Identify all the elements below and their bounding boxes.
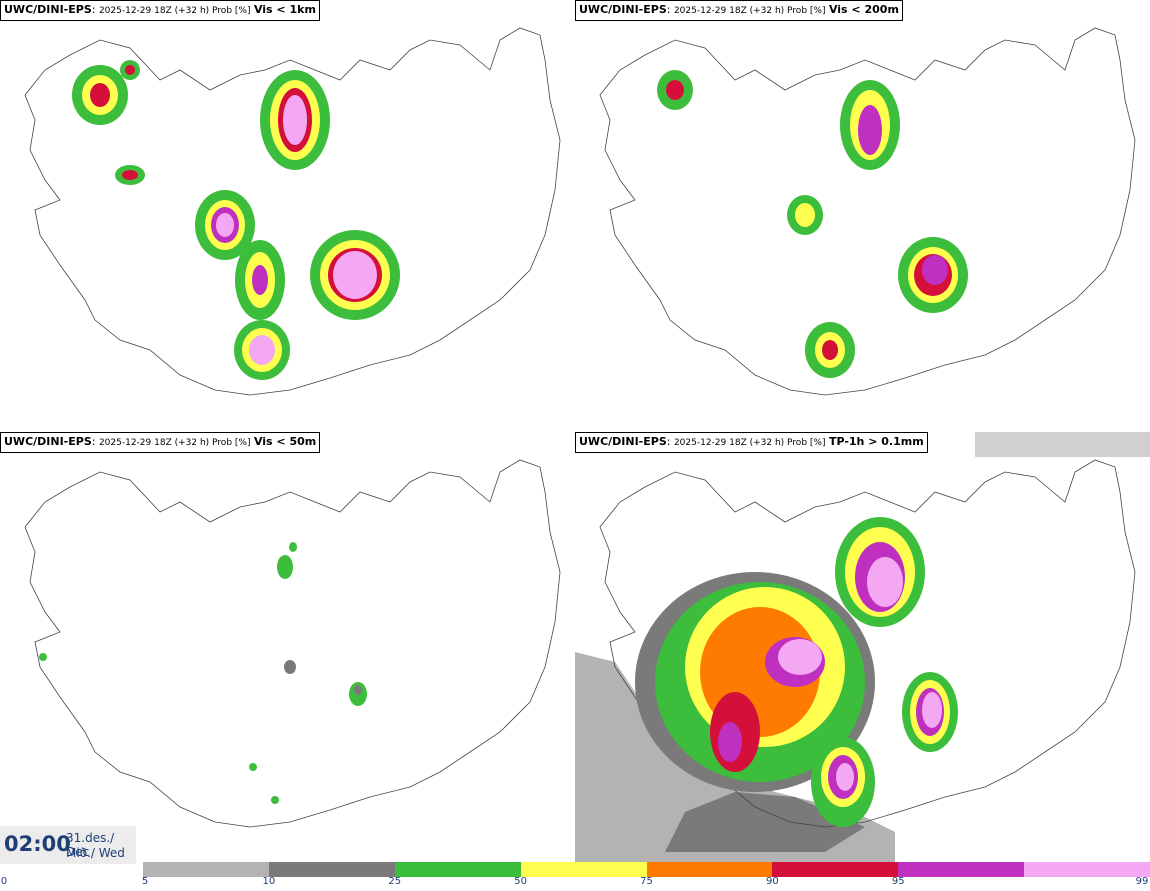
colorbar-segment (143, 862, 270, 877)
colorbar-tick-label: 95 (891, 876, 905, 887)
iceland-outline (24, 459, 561, 828)
map-iceland (24, 459, 561, 828)
colorbar-segment (394, 862, 522, 877)
colorbar-segment (898, 862, 1025, 877)
map-iceland (24, 27, 561, 396)
panel-vis-200m: UWC/DINI-EPS: 2025-12-29 18Z (+32 h) Pro… (575, 0, 1150, 432)
colorbar-tick-label: 10 (262, 876, 276, 887)
colorbar-segment (520, 862, 647, 877)
panel-title: UWC/DINI-EPS: 2025-12-29 18Z (+32 h) Pro… (0, 0, 320, 21)
map-iceland (575, 432, 1150, 864)
variable-name: Vis < 50m (253, 435, 317, 448)
colorbar-tick-label: 25 (388, 876, 402, 887)
iceland-outline (599, 27, 1136, 396)
precip-blobs (657, 70, 968, 378)
map-iceland (599, 27, 1136, 396)
precip-blobs (39, 542, 367, 804)
colorbar-tick-label: 90 (766, 876, 779, 887)
colorbar-segment (646, 862, 773, 877)
colorbar-tick-label: 0 (0, 876, 8, 887)
valid-weekday: Mið./ Wed (66, 846, 125, 860)
variable-name: TP-1h > 0.1mm (828, 435, 924, 448)
run-info: 2025-12-29 18Z (+32 h) Prob [%] (673, 438, 826, 448)
run-info: 2025-12-29 18Z (+32 h) Prob [%] (98, 438, 251, 448)
iceland-outline (599, 459, 1136, 828)
run-info: 2025-12-29 18Z (+32 h) Prob [%] (673, 6, 826, 16)
variable-name: Vis < 1km (253, 3, 316, 16)
colorbar-tick-label: 99 (1135, 876, 1149, 887)
colorbar-tick-label: 50 (514, 876, 527, 887)
colorbar-segment (1024, 862, 1150, 877)
model-name: UWC/DINI-EPS (579, 3, 667, 16)
colorbar-segment (772, 862, 899, 877)
model-name: UWC/DINI-EPS (4, 3, 92, 16)
valid-date: 31.des./ Dec (66, 831, 115, 859)
panel-vis-50m: UWC/DINI-EPS: 2025-12-29 18Z (+32 h) Pro… (0, 432, 575, 864)
valid-time-box: 02:00 31.des./ Dec Mið./ Wed (0, 826, 136, 864)
precip-blobs (72, 60, 400, 380)
probability-colorbar (143, 862, 1150, 877)
colorbar-tick-label: 75 (640, 876, 653, 887)
variable-name: Vis < 200m (828, 3, 899, 16)
iceland-outline (24, 27, 561, 396)
precip-blobs (635, 517, 958, 827)
model-name: UWC/DINI-EPS (579, 435, 667, 448)
panel-title: UWC/DINI-EPS: 2025-12-29 18Z (+32 h) Pro… (575, 432, 928, 453)
panel-tp-1h: UWC/DINI-EPS: 2025-12-29 18Z (+32 h) Pro… (575, 432, 1150, 864)
colorbar-segment (268, 862, 396, 877)
model-name: UWC/DINI-EPS (4, 435, 92, 448)
precip-background (575, 432, 1150, 864)
run-info: 2025-12-29 18Z (+32 h) Prob [%] (98, 6, 251, 16)
panel-title: UWC/DINI-EPS: 2025-12-29 18Z (+32 h) Pro… (0, 432, 321, 453)
panel-title: UWC/DINI-EPS: 2025-12-29 18Z (+32 h) Pro… (575, 0, 903, 21)
valid-time: 02:00 (4, 832, 71, 856)
colorbar-tick-label: 5 (141, 876, 149, 887)
panel-vis-1km: UWC/DINI-EPS: 2025-12-29 18Z (+32 h) Pro… (0, 0, 575, 432)
